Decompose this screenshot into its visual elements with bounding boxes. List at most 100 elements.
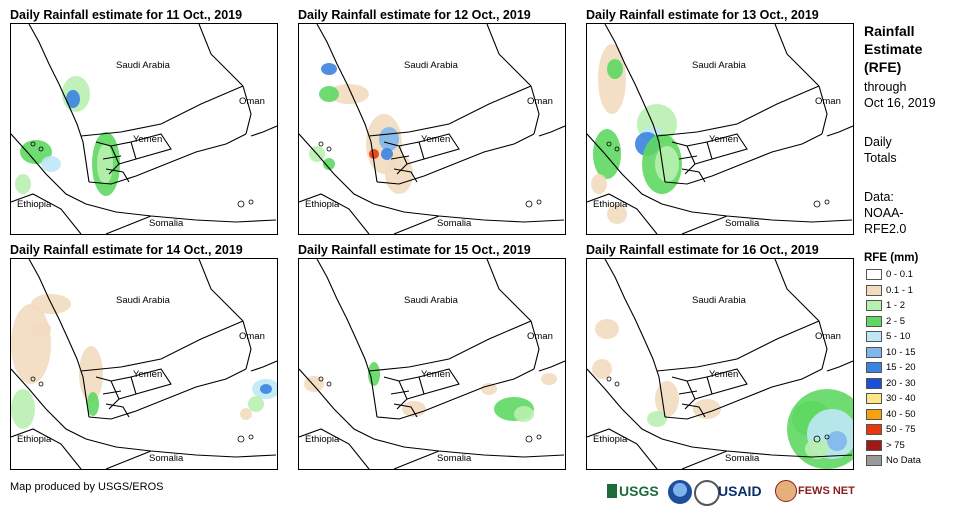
legend-data-source: NOAA- [864,206,904,220]
legend-label: 15 - 20 [886,362,916,373]
boundary-line [818,320,828,370]
legend-swatch [866,424,882,435]
legend-item: 0 - 0.1 [866,268,913,281]
country-label-yemen: Yemen [709,134,739,145]
boundary-line [486,259,532,322]
rainfall-area [321,63,337,75]
rainfall-area [369,149,379,159]
rainfall-area [248,396,264,412]
legend-swatch [866,346,882,358]
rainfall-area [240,408,252,420]
rainfall-map: Saudi Arabia Oman Yemen Ethiopia Somalia [10,23,278,235]
legend-item: 2 - 5 [866,315,905,328]
boundary-line [80,320,244,372]
rainfall-area [260,384,272,394]
island-outline [326,146,332,152]
legend-item: 15 - 20 [866,361,916,374]
map-panel-oct-11: Daily Rainfall estimate for 11 Oct., 201… [10,6,298,243]
legend-swatch [866,377,882,389]
rainfall-area [481,383,497,395]
island-outline [606,141,612,147]
island-outline [813,435,821,443]
island-outline [614,146,620,152]
legend-label: 30 - 40 [886,393,916,404]
nasa-seal-icon [694,480,720,506]
boundary-line [664,133,823,185]
country-label-somalia: Somalia [149,453,184,464]
map-svg [587,24,853,234]
island-outline [525,200,533,208]
boundary-line [538,125,565,137]
boundary-line [11,428,82,469]
map-panel-oct-12: Daily Rainfall estimate for 12 Oct., 201… [298,6,586,243]
panel-title: Daily Rainfall estimate for 14 Oct., 201… [10,243,243,257]
boundary-line [88,368,247,420]
legend-item: No Data [866,454,921,467]
boundary-line [826,360,853,372]
country-label-oman: Oman [239,331,265,342]
boundary-line [706,133,748,160]
country-label-saudi: Saudi Arabia [116,60,170,71]
legend-swatch [866,362,882,373]
legend-rfe-heading: RFE (mm) [864,252,919,264]
legend-item: > 75 [866,439,905,452]
country-label-yemen: Yemen [421,134,451,145]
legend-through: through [864,80,907,94]
legend-label: 40 - 50 [886,408,916,420]
country-label-saudi: Saudi Arabia [404,60,458,71]
country-label-yemen: Yemen [421,369,451,380]
country-label-saudi: Saudi Arabia [404,295,458,306]
legend-label: No Data [886,455,921,466]
boundary-line [383,141,408,175]
boundary-line [242,320,252,370]
country-label-somalia: Somalia [437,218,472,229]
rainfall-area [381,148,393,160]
boundary-line [102,390,122,395]
legend-label: 20 - 30 [886,377,916,389]
usgs-wave-icon [607,484,617,498]
rainfall-map: Saudi Arabia Oman Yemen Ethiopia Somalia [10,258,278,470]
boundary-line [393,450,440,469]
legend-swatch [866,331,882,342]
rainfall-area [693,399,721,419]
boundary-line [105,403,130,418]
boundary-line [418,368,460,395]
rainfall-area [647,411,667,427]
boundary-line [678,155,698,160]
usaid-logo: USAID [718,483,762,499]
legend-swatch [866,315,882,327]
panel-title: Daily Rainfall estimate for 16 Oct., 201… [586,243,819,257]
country-label-oman: Oman [239,96,265,107]
boundary-line [299,133,565,223]
boundary-line [299,368,565,458]
legend-item: 0.1 - 1 [866,284,913,297]
panel-title: Daily Rainfall estimate for 15 Oct., 201… [298,243,531,257]
legend-date: Oct 16, 2019 [864,96,936,110]
boundary-line [587,428,658,469]
legend-swatch [866,408,882,420]
boundary-line [368,320,532,372]
legend-label: 2 - 5 [886,315,906,327]
boundary-line [671,376,696,410]
legend-item: 1 - 2 [866,299,905,312]
map-svg [11,24,277,234]
rainfall-area [319,86,339,102]
legend-item: 10 - 15 [866,346,916,359]
boundary-line [105,168,130,183]
rainfall-area [87,392,99,416]
rainfall-map: Saudi Arabia Oman Yemen Ethiopia Somalia [298,23,566,235]
rainfall-area [323,158,335,170]
boundary-line [250,360,277,372]
country-label-oman: Oman [815,331,841,342]
boundary-line [681,403,706,418]
country-label-ethiopia: Ethiopia [305,434,340,445]
boundary-line [198,259,244,322]
rainfall-area [66,90,80,108]
legend-item: 30 - 40 [866,392,916,405]
boundary-line [393,168,418,183]
country-label-oman: Oman [815,96,841,107]
boundary-line [242,85,252,135]
rainfall-area [329,84,369,104]
legend-label: 10 - 15 [886,346,916,358]
country-label-somalia: Somalia [437,453,472,464]
